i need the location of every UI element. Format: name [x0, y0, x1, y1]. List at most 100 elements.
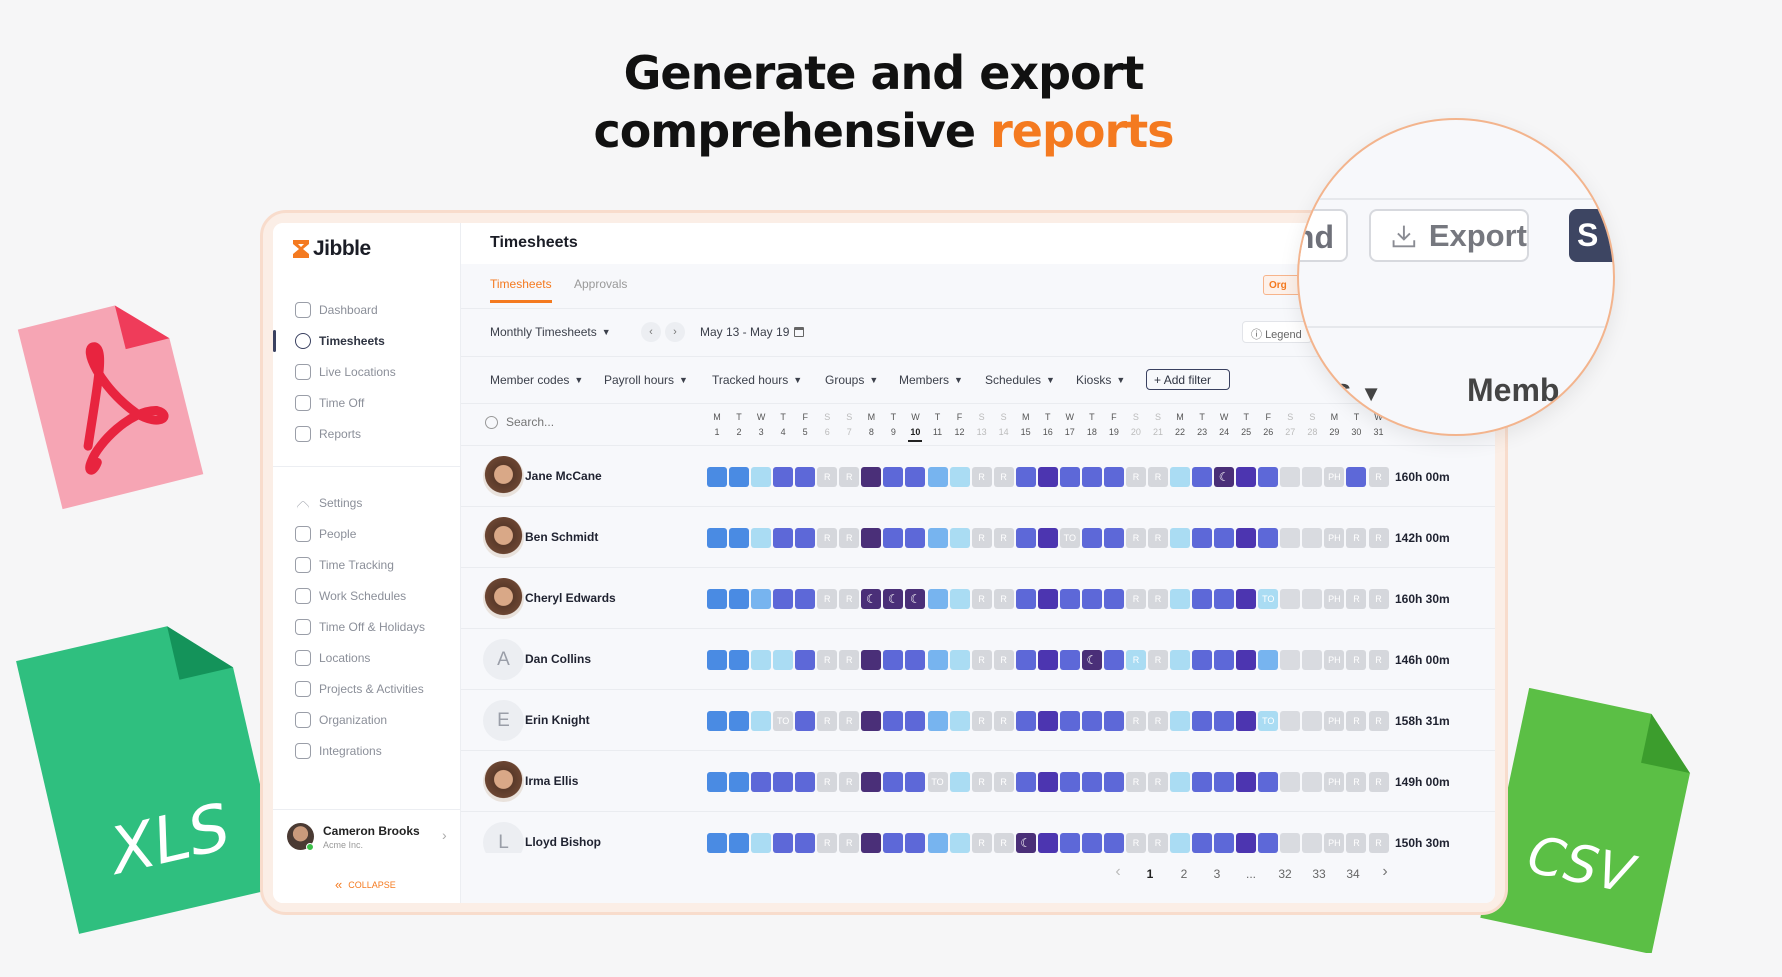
- day-cell[interactable]: [1236, 467, 1257, 487]
- day-cell[interactable]: [1170, 650, 1191, 670]
- day-cell[interactable]: R: [993, 589, 1014, 609]
- day-cell[interactable]: [883, 772, 904, 792]
- night-shift-cell[interactable]: ☾: [1214, 467, 1235, 487]
- day-cell[interactable]: [1015, 589, 1036, 609]
- day-cell[interactable]: [1280, 589, 1301, 609]
- sidebar-item-live-locations[interactable]: Live Locations: [273, 359, 461, 385]
- day-cell[interactable]: [1037, 589, 1058, 609]
- day-cell[interactable]: R: [839, 467, 860, 487]
- day-cell[interactable]: [1302, 528, 1323, 548]
- day-cell[interactable]: R: [1346, 650, 1367, 670]
- day-cell[interactable]: R: [1125, 528, 1146, 548]
- day-cell[interactable]: [773, 589, 794, 609]
- day-cell[interactable]: [905, 528, 926, 548]
- member-name[interactable]: Erin Knight: [525, 713, 590, 727]
- day-cell[interactable]: [1236, 772, 1257, 792]
- day-cell[interactable]: [795, 833, 816, 853]
- day-cell[interactable]: [707, 528, 727, 548]
- member-name[interactable]: Dan Collins: [525, 652, 592, 666]
- day-cell[interactable]: [905, 833, 926, 853]
- day-cell[interactable]: R: [971, 772, 992, 792]
- day-cell[interactable]: [883, 528, 904, 548]
- member-name[interactable]: Jane McCane: [525, 469, 602, 483]
- day-cell[interactable]: TO: [1258, 711, 1279, 731]
- day-cell[interactable]: [1192, 467, 1213, 487]
- day-cell[interactable]: [927, 711, 948, 731]
- day-cell[interactable]: [707, 589, 727, 609]
- day-cell[interactable]: [927, 650, 948, 670]
- filter-schedules[interactable]: Schedules ▼: [985, 373, 1055, 387]
- day-cell[interactable]: PH: [1324, 650, 1345, 670]
- day-cell[interactable]: [1280, 528, 1301, 548]
- day-cell[interactable]: [1280, 833, 1301, 853]
- day-cell[interactable]: [773, 833, 794, 853]
- add-filter-button[interactable]: + Add filter: [1146, 369, 1230, 390]
- day-cell[interactable]: [1236, 589, 1257, 609]
- view-dropdown[interactable]: Monthly Timesheets ▼: [490, 325, 611, 339]
- day-cell[interactable]: [1059, 772, 1080, 792]
- day-cell[interactable]: R: [993, 711, 1014, 731]
- day-cell[interactable]: R: [1368, 650, 1389, 670]
- day-cell[interactable]: R: [1368, 833, 1389, 853]
- sidebar-item-time-tracking[interactable]: Time Tracking: [273, 552, 461, 578]
- day-cell[interactable]: [1037, 467, 1058, 487]
- day-cell[interactable]: [1037, 833, 1058, 853]
- day-cell[interactable]: [883, 833, 904, 853]
- day-cell[interactable]: [795, 589, 816, 609]
- day-cell[interactable]: [729, 528, 750, 548]
- day-cell[interactable]: [1037, 528, 1058, 548]
- prev-button[interactable]: ‹: [641, 322, 661, 342]
- day-cell[interactable]: [883, 467, 904, 487]
- day-cell[interactable]: R: [839, 589, 860, 609]
- day-cell[interactable]: [927, 589, 948, 609]
- day-cell[interactable]: [1015, 467, 1036, 487]
- filter-dropdown-zoomed[interactable]: ns ▼: [1314, 372, 1382, 409]
- filter-members[interactable]: Members ▼: [899, 373, 963, 387]
- search-field[interactable]: [485, 415, 626, 429]
- day-cell[interactable]: [1103, 528, 1124, 548]
- members-dropdown-zoomed[interactable]: Memb: [1467, 372, 1560, 408]
- day-cell[interactable]: [1170, 589, 1191, 609]
- day-cell[interactable]: [905, 772, 926, 792]
- day-cell[interactable]: [773, 772, 794, 792]
- day-cell[interactable]: [1214, 528, 1235, 548]
- day-cell[interactable]: [1214, 650, 1235, 670]
- day-cell[interactable]: [1059, 589, 1080, 609]
- sidebar-item-integrations[interactable]: Integrations: [273, 738, 461, 764]
- page-34[interactable]: 34: [1346, 867, 1360, 881]
- day-cell[interactable]: R: [839, 833, 860, 853]
- table-row[interactable]: L Lloyd Bishop R R R R ☾ R R PH R R 150h 30m: [461, 812, 1495, 853]
- day-cell[interactable]: [751, 467, 772, 487]
- day-cell[interactable]: R: [1148, 833, 1168, 853]
- day-cell[interactable]: [1103, 467, 1124, 487]
- day-cell[interactable]: [795, 711, 816, 731]
- day-cell[interactable]: R: [993, 467, 1014, 487]
- day-cell[interactable]: R: [1148, 772, 1168, 792]
- night-shift-cell[interactable]: ☾: [1081, 650, 1102, 670]
- day-cell[interactable]: PH: [1324, 772, 1345, 792]
- day-cell[interactable]: [1037, 650, 1058, 670]
- day-cell[interactable]: [1059, 833, 1080, 853]
- day-cell[interactable]: R: [817, 467, 838, 487]
- day-cell[interactable]: PH: [1324, 467, 1345, 487]
- day-cell[interactable]: [1346, 467, 1367, 487]
- export-button[interactable]: Export: [1369, 209, 1529, 262]
- day-cell[interactable]: [729, 772, 750, 792]
- member-name[interactable]: Lloyd Bishop: [525, 835, 601, 849]
- day-cell[interactable]: [1103, 650, 1124, 670]
- day-cell[interactable]: [1015, 772, 1036, 792]
- day-cell[interactable]: [1258, 833, 1279, 853]
- day-cell[interactable]: [773, 528, 794, 548]
- day-cell[interactable]: [1302, 711, 1323, 731]
- table-row[interactable]: Cheryl Edwards R R ☾ ☾ ☾ R R R R TO PH R R 160h 30m: [461, 568, 1495, 629]
- day-cell[interactable]: [1170, 467, 1191, 487]
- day-cell[interactable]: [1214, 711, 1235, 731]
- day-cell[interactable]: [1192, 528, 1213, 548]
- search-input[interactable]: [506, 415, 626, 429]
- day-cell[interactable]: [1170, 833, 1191, 853]
- day-cell[interactable]: [707, 650, 727, 670]
- day-cell[interactable]: [1192, 650, 1213, 670]
- day-cell[interactable]: R: [817, 833, 838, 853]
- day-cell[interactable]: [1103, 589, 1124, 609]
- member-name[interactable]: Cheryl Edwards: [525, 591, 616, 605]
